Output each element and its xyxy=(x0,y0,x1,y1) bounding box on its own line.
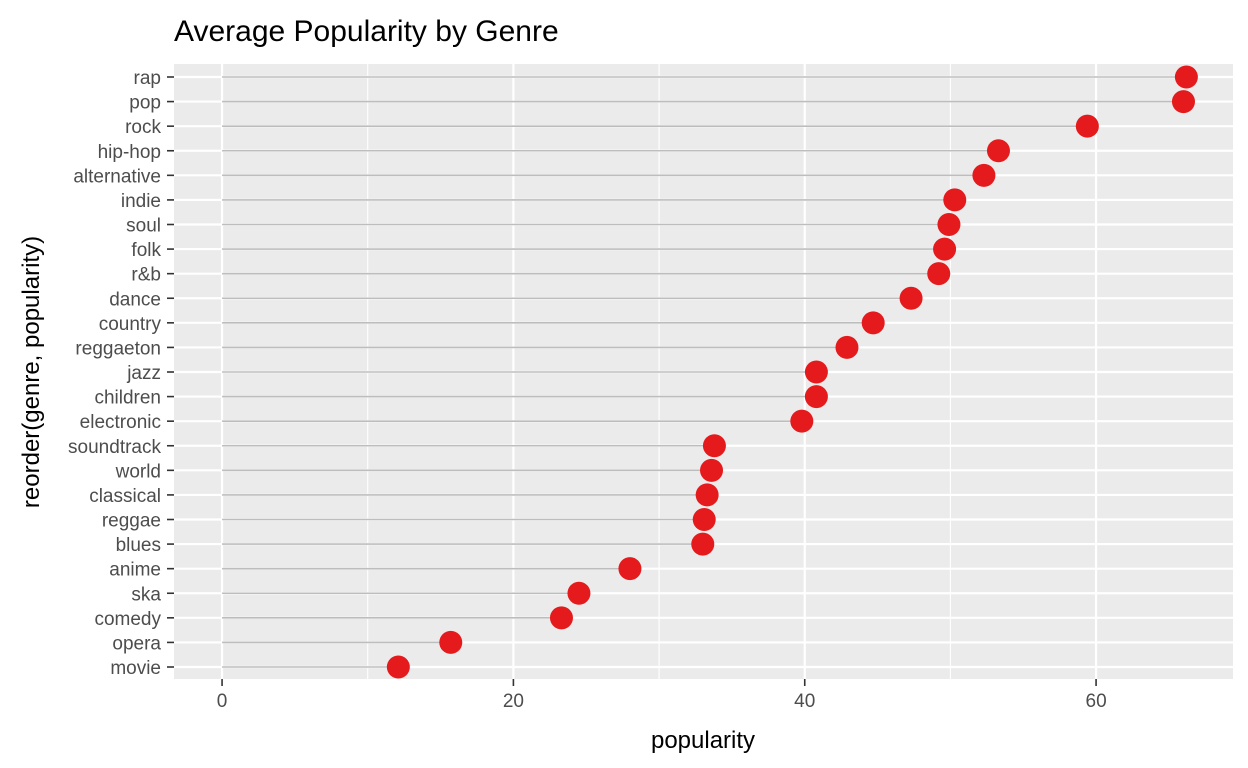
x-tick-label: 20 xyxy=(503,691,524,712)
data-point xyxy=(899,286,923,310)
y-tick-label: folk xyxy=(131,240,161,261)
y-tick-label: electronic xyxy=(80,412,161,433)
y-tick-label: children xyxy=(94,388,161,409)
y-tick-label: r&b xyxy=(131,265,161,286)
data-point xyxy=(692,508,716,531)
data-point xyxy=(386,655,410,679)
y-tick-label: soundtrack xyxy=(68,437,161,458)
y-tick-label: country xyxy=(99,314,162,335)
data-point xyxy=(691,532,715,556)
data-point xyxy=(549,606,573,630)
data-point xyxy=(804,360,828,384)
y-tick-label: hip-hop xyxy=(98,142,161,163)
x-tick-label: 0 xyxy=(217,691,228,712)
data-point xyxy=(861,311,885,335)
data-point xyxy=(618,557,642,581)
data-point xyxy=(1171,90,1195,114)
y-tick-label: opera xyxy=(112,633,161,654)
data-point xyxy=(567,581,591,605)
data-point xyxy=(700,458,724,482)
y-tick-label: rap xyxy=(134,68,161,89)
data-point xyxy=(695,483,719,507)
y-tick-label: ska xyxy=(131,584,161,605)
y-tick-label: rock xyxy=(125,117,161,138)
data-point xyxy=(943,188,967,212)
data-point xyxy=(927,262,951,286)
y-tick-label: indie xyxy=(121,191,161,212)
x-tick-label: 40 xyxy=(794,691,815,712)
y-axis-title: reorder(genre, popularity) xyxy=(18,236,45,508)
data-point xyxy=(1174,65,1198,89)
y-tick-label: anime xyxy=(109,560,161,581)
y-tick-label: world xyxy=(115,461,161,482)
y-tick-label: soul xyxy=(126,216,161,237)
data-point xyxy=(937,213,961,236)
data-point xyxy=(702,434,726,458)
y-tick-label: jazz xyxy=(126,363,161,384)
y-tick-label: pop xyxy=(129,93,161,114)
data-point xyxy=(933,237,957,261)
data-point xyxy=(804,385,828,409)
x-axis-title: popularity xyxy=(651,727,755,754)
chart-title: Average Popularity by Genre xyxy=(174,15,559,48)
x-tick-label: 60 xyxy=(1086,691,1107,712)
point-layer xyxy=(386,65,1198,679)
y-tick-label: reggaeton xyxy=(75,338,161,359)
y-tick-label: classical xyxy=(89,486,161,507)
data-point xyxy=(972,163,996,187)
data-point xyxy=(835,335,859,359)
data-point xyxy=(986,139,1010,163)
segment-layer xyxy=(222,76,1187,668)
data-point xyxy=(1075,114,1099,138)
x-axis: 0 20 40 60 xyxy=(217,679,1107,712)
y-tick-label: comedy xyxy=(94,609,161,630)
data-point xyxy=(439,630,463,654)
y-tick-label: dance xyxy=(109,289,161,310)
y-tick-label: movie xyxy=(110,658,161,679)
y-tick-label: blues xyxy=(116,535,161,556)
data-point xyxy=(790,409,814,433)
y-axis: rap pop rock hip-hop alternative indie soul fol… xyxy=(68,68,174,679)
y-tick-label: alternative xyxy=(73,166,161,187)
y-tick-label: reggae xyxy=(102,511,161,532)
